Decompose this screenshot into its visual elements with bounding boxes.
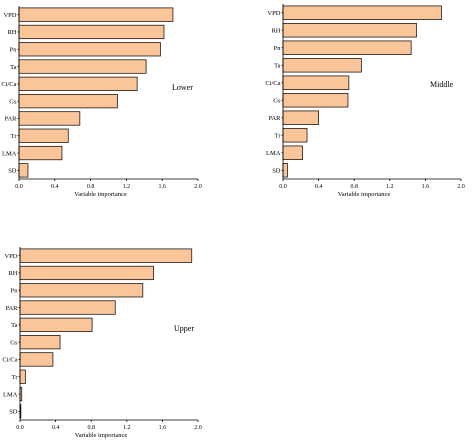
category-label: PAR bbox=[268, 115, 281, 122]
category-label: RH bbox=[271, 27, 280, 34]
x-tick-label: 1.2 bbox=[123, 425, 131, 431]
bar-gs bbox=[18, 94, 118, 109]
category-label: Tr bbox=[11, 133, 18, 140]
category-label: Gs bbox=[273, 97, 281, 104]
bar-lma bbox=[282, 145, 303, 160]
category-label: Pn bbox=[11, 287, 19, 294]
category-label: Gs bbox=[10, 339, 18, 346]
bar-pn bbox=[282, 40, 412, 55]
bar-ta bbox=[282, 58, 362, 73]
category-label: SD bbox=[9, 409, 18, 416]
bar-lma bbox=[18, 145, 63, 161]
x-tick-label: 0.8 bbox=[87, 425, 95, 431]
bar-tr bbox=[282, 128, 308, 143]
bar-par bbox=[19, 300, 116, 315]
bar-ta bbox=[18, 59, 147, 74]
x-tick-label: 1.6 bbox=[159, 425, 167, 431]
x-axis-title: Variable importance bbox=[75, 432, 128, 439]
bar-cica bbox=[18, 76, 138, 91]
bar-cica bbox=[282, 75, 350, 90]
category-label: SD bbox=[8, 168, 17, 175]
bar-par bbox=[282, 110, 319, 125]
bar-tr bbox=[18, 128, 69, 143]
category-label: Ci/Ca bbox=[265, 80, 280, 87]
category-label: VPD bbox=[3, 12, 16, 19]
category-label: VPD bbox=[4, 253, 17, 260]
chart-panel-middle: VPD RH Pn Ta Ci/Ca Gs PAR Tr LMA SD 0.0 0.4 0.8 1.2 1.… bbox=[265, 4, 465, 198]
chart-panel-upper: VPD RH Pn PAR Ta Gs Ci/Ca Tr LMA SD 0.0 0.4 0.8 1.2 1.… bbox=[2, 247, 202, 439]
x-tick-label: 1.2 bbox=[123, 184, 131, 190]
x-tick-label: 0.0 bbox=[16, 425, 24, 431]
x-tick-label: 0.4 bbox=[51, 184, 59, 190]
category-label: Ta bbox=[11, 322, 18, 329]
x-tick-label: 2.0 bbox=[457, 184, 465, 190]
bar-cica bbox=[19, 352, 54, 367]
category-label: Ta bbox=[274, 62, 281, 69]
x-axis-title: Variable importance bbox=[338, 191, 391, 198]
panel-label: Middle bbox=[430, 80, 454, 89]
category-label: Tr bbox=[12, 374, 19, 381]
x-tick-label: 0.8 bbox=[350, 184, 358, 190]
chart-panel-lower: VPD RH Pn Ta Ci/Ca Gs PAR Tr LMA SD 0.0 0.4 0.8 1.2 1.… bbox=[1, 6, 202, 198]
x-tick-label: 1.2 bbox=[386, 184, 394, 190]
category-label: Ci/Ca bbox=[1, 81, 16, 88]
category-label: RH bbox=[7, 29, 16, 36]
category-label: Gs bbox=[9, 98, 17, 105]
bar-gs bbox=[282, 93, 349, 108]
category-label: LMA bbox=[3, 391, 18, 398]
bar-rh bbox=[19, 265, 154, 281]
bar-pn bbox=[18, 42, 161, 57]
bar-vpd bbox=[282, 5, 442, 20]
category-label: PAR bbox=[5, 305, 18, 312]
x-tick-label: 2.0 bbox=[194, 184, 202, 190]
bar-vpd bbox=[19, 248, 193, 263]
bar-pn bbox=[19, 283, 144, 298]
category-label: RH bbox=[8, 270, 17, 277]
category-label: Pn bbox=[274, 45, 282, 52]
category-label: LMA bbox=[2, 150, 17, 157]
bar-ta bbox=[19, 317, 93, 332]
bar-rh bbox=[18, 24, 165, 40]
bar-sd bbox=[18, 163, 29, 178]
x-tick-label: 1.6 bbox=[422, 184, 430, 190]
bar-gs bbox=[19, 335, 61, 350]
x-tick-label: 0.8 bbox=[87, 184, 95, 190]
x-tick-label: 2.0 bbox=[194, 425, 202, 431]
category-label: Pn bbox=[10, 46, 18, 53]
x-tick-label: 0.4 bbox=[315, 184, 323, 190]
category-label: Ta bbox=[10, 64, 17, 71]
category-label: LMA bbox=[266, 150, 281, 157]
category-label: Tr bbox=[275, 132, 282, 139]
panel-label: Upper bbox=[174, 324, 194, 333]
x-tick-label: 0.4 bbox=[52, 425, 60, 431]
bar-sd bbox=[282, 163, 288, 178]
x-tick-label: 0.0 bbox=[15, 184, 23, 190]
x-axis-title: Variable importance bbox=[74, 191, 127, 198]
bar-tr bbox=[19, 369, 26, 384]
x-tick-label: 1.6 bbox=[158, 184, 166, 190]
panel-label: Lower bbox=[172, 83, 193, 92]
x-tick-label: 0.0 bbox=[279, 184, 287, 190]
category-label: Ci/Ca bbox=[2, 357, 17, 364]
category-label: PAR bbox=[4, 116, 17, 123]
category-label: VPD bbox=[267, 10, 280, 17]
category-label: SD bbox=[272, 167, 281, 174]
bar-par bbox=[18, 111, 81, 126]
bar-rh bbox=[282, 23, 417, 38]
bar-vpd bbox=[18, 7, 174, 22]
